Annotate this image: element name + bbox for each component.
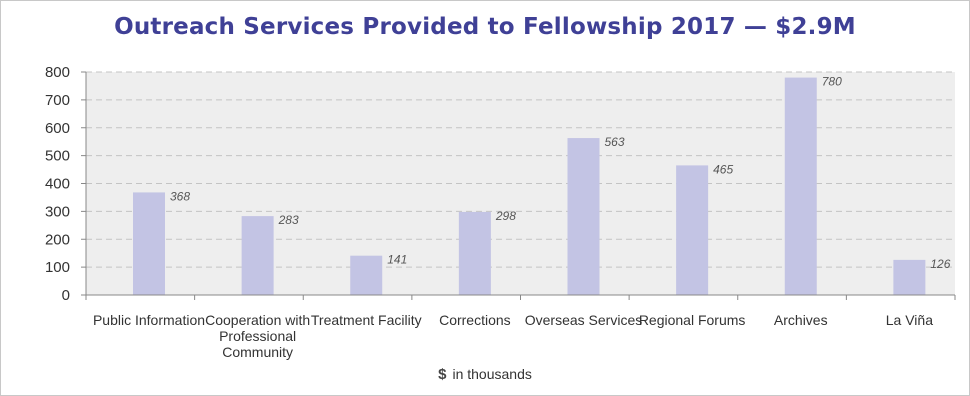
bars: [133, 77, 926, 295]
dollar-sign-symbol: $: [438, 366, 447, 383]
data-label-6: 780: [822, 75, 842, 89]
x-axis: [85, 72, 956, 300]
y-tick-label: 400: [45, 176, 70, 193]
x-category-label: Cooperation with Professional Community: [205, 312, 311, 360]
bar-5: [676, 165, 709, 295]
bar-2: [350, 255, 383, 295]
y-axis-ticks: 0 100 200 300 400 500 600 700 800: [45, 64, 86, 304]
data-label-2: 141: [387, 253, 407, 267]
x-category-label: Regional Forums: [638, 312, 746, 328]
x-category-label: Public Information: [92, 312, 206, 328]
y-tick-label: 0: [62, 287, 70, 304]
x-category-label: Overseas Services: [524, 312, 643, 328]
x-category-label: Archives: [773, 312, 828, 328]
data-label-7: 126: [930, 257, 950, 271]
y-tick-label: 600: [45, 120, 70, 137]
data-label-5: 465: [713, 162, 733, 176]
y-tick-label: 700: [45, 92, 70, 109]
x-category-label: Corrections: [439, 312, 511, 328]
y-tick-label: 100: [45, 259, 70, 276]
y-tick-label: 200: [45, 231, 70, 248]
bar-1: [241, 216, 274, 295]
bar-4: [567, 138, 600, 295]
x-axis-label-text: in thousands: [452, 366, 532, 382]
bar-6: [784, 77, 817, 295]
data-labels: 368 283 141 298 563 465 780 126: [170, 75, 951, 271]
x-axis-label: $ in thousands: [0, 366, 970, 383]
y-tick-label: 500: [45, 148, 70, 165]
chart-title: Outreach Services Provided to Fellowship…: [114, 14, 856, 40]
bar-0: [133, 192, 165, 295]
data-label-4: 563: [605, 135, 625, 149]
data-label-3: 298: [495, 209, 516, 223]
bar-3: [458, 211, 491, 295]
y-tick-label: 800: [45, 64, 70, 81]
x-category-label: La Viña: [885, 312, 933, 328]
y-tick-label: 300: [45, 203, 70, 220]
x-category-label: Treatment Facility: [310, 312, 422, 328]
data-label-0: 368: [170, 189, 190, 203]
bar-7: [893, 259, 926, 295]
data-label-1: 283: [278, 213, 299, 227]
